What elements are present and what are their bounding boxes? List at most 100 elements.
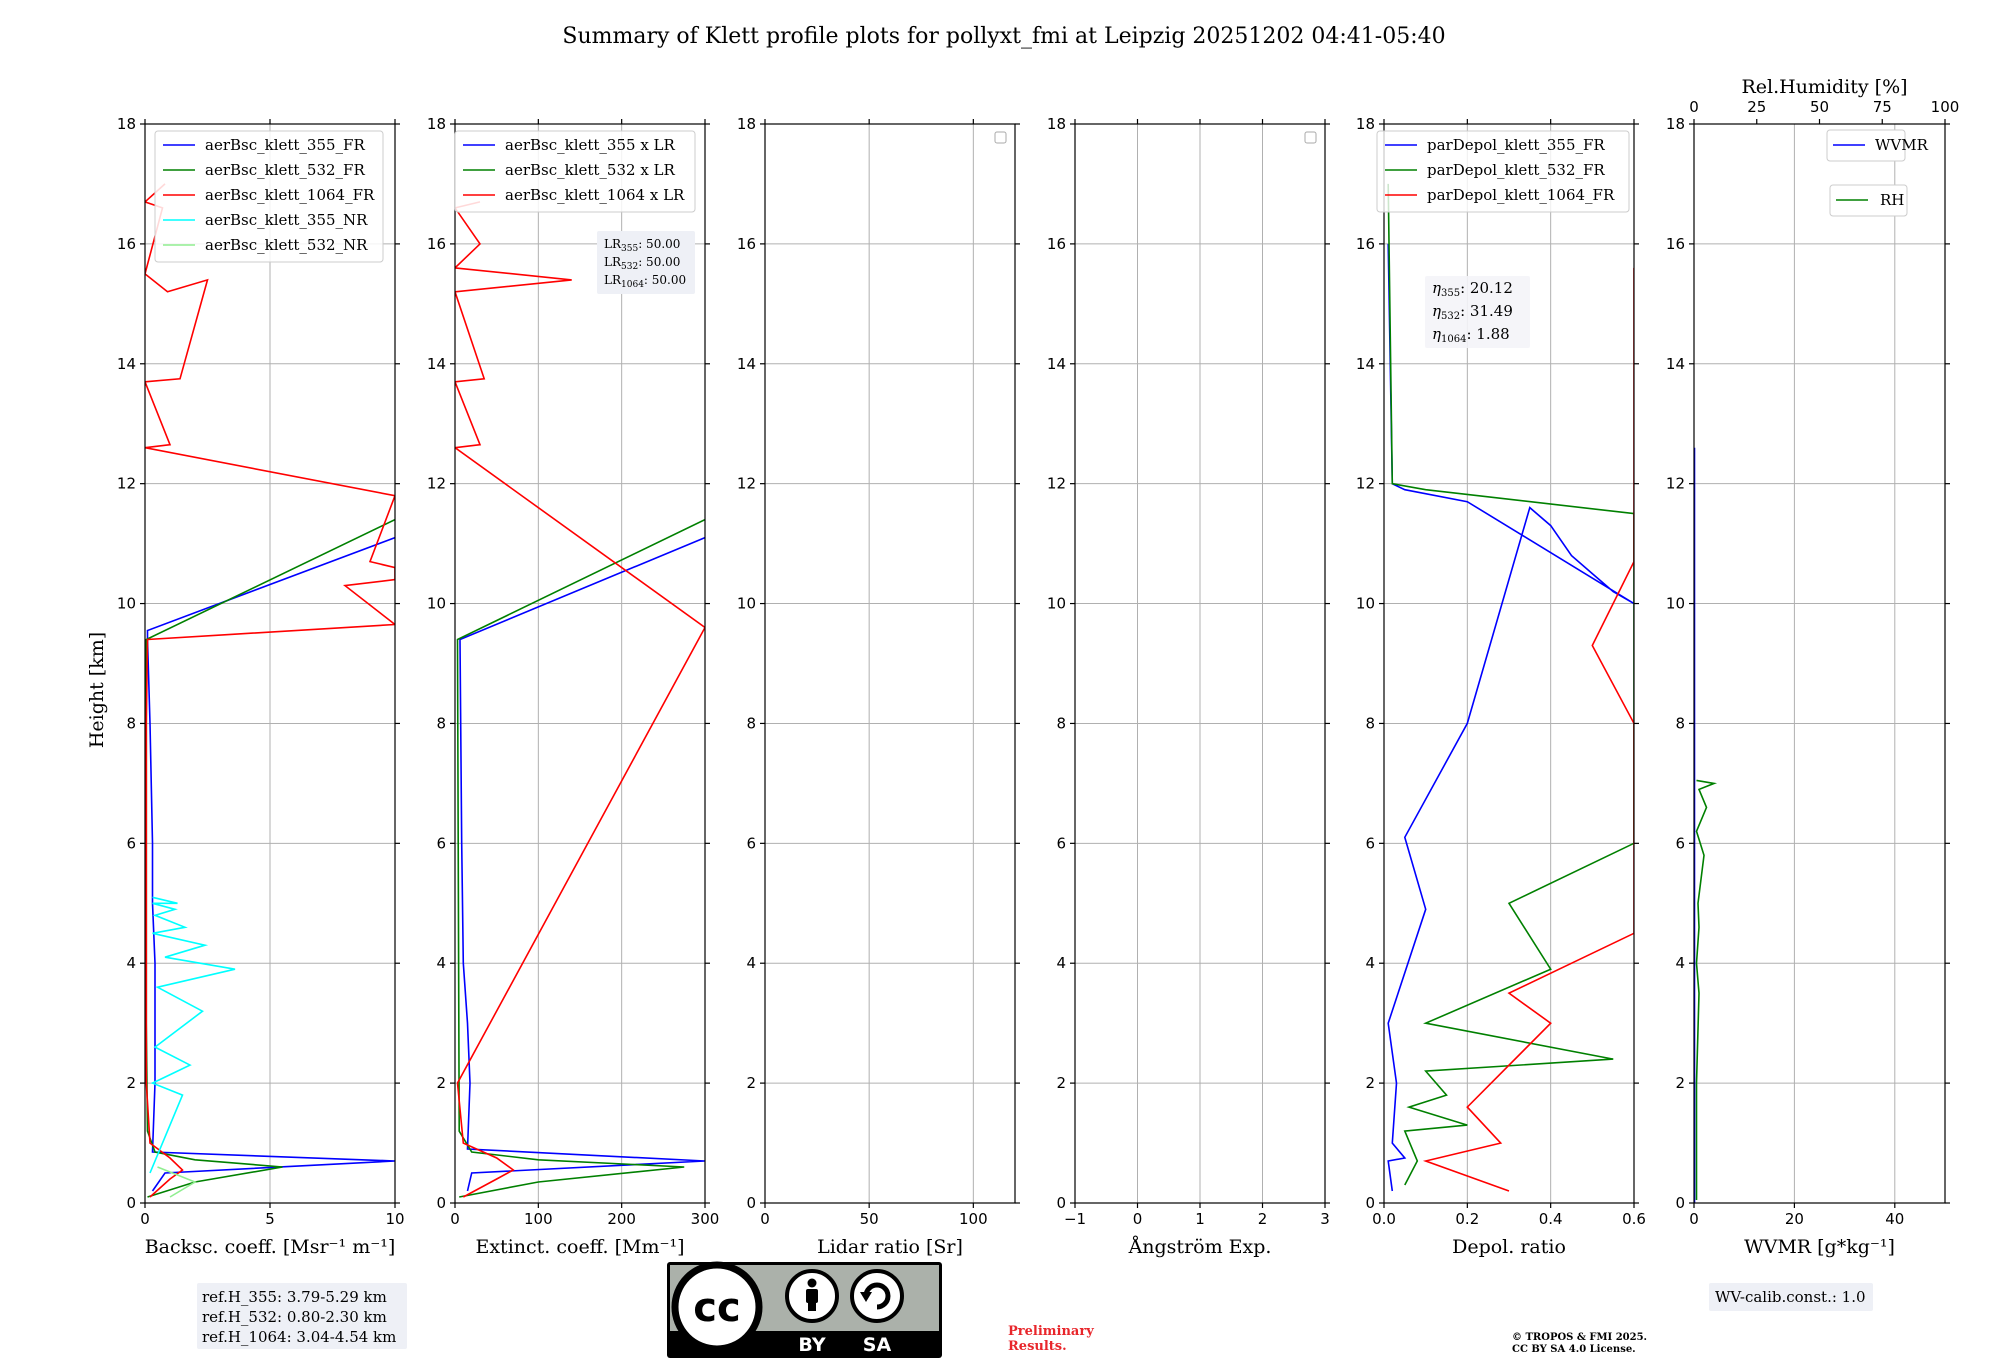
y-tick-label: 14 [1047, 355, 1066, 373]
y-tick-label: 10 [1356, 595, 1375, 613]
x-tick-label: 3 [1320, 1210, 1330, 1228]
y-tick-label: 4 [1056, 954, 1066, 972]
y-tick-label: 8 [1675, 714, 1685, 732]
legend-label: RH [1880, 191, 1904, 209]
panel-5: 0 2 4 6 8 10 12 14 16 18 0.0 0.2 0.4 0.6 Depol. ratio [1356, 115, 1646, 1258]
y-tick-label: 14 [1356, 355, 1375, 373]
series-pardepol-klett-532-fr [1387, 183, 1634, 1186]
y-tick-label: 14 [737, 355, 756, 373]
y-tick-label: 6 [126, 834, 136, 852]
y-tick-label: 2 [1675, 1074, 1685, 1092]
lidar-ratio-box: LR355: 50.00 LR532: 50.00 LR1064: 50.00 [597, 231, 695, 294]
series-aerbsc-klett-355-fr [146, 536, 395, 1192]
panel-2: 0 2 4 6 8 10 12 14 16 18 0 100 200 300 Extinct. coeff.… [427, 115, 719, 1258]
y-tick-label: 16 [1047, 235, 1066, 253]
y-tick-label: 16 [117, 235, 136, 253]
top-x-tick-label: 75 [1873, 98, 1892, 116]
x-tick-label: −1 [1064, 1210, 1086, 1228]
legend-label: aerBsc_klett_1064_FR [205, 186, 375, 204]
y-tick-label: 10 [737, 595, 756, 613]
y-tick-label: 12 [737, 475, 756, 493]
sa-share-alike-icon [850, 1269, 904, 1323]
legend-wv: WVMR RH [1826, 129, 1929, 217]
y-tick-label: 2 [746, 1074, 756, 1092]
x-axis-label: WVMR [g*kg⁻¹] [1744, 1236, 1895, 1258]
top-x-tick-label: 25 [1747, 98, 1766, 116]
y-tick-label: 12 [1666, 475, 1685, 493]
y-tick-label: 6 [436, 834, 446, 852]
y-tick-label: 0 [126, 1194, 136, 1212]
ref-h-532: ref.H_532: 0.80-2.30 km [202, 1308, 387, 1326]
series-aerbsc-klett-532-x-lr [456, 518, 705, 1198]
ref-h-355: ref.H_355: 3.79-5.29 km [202, 1288, 387, 1306]
legend-label: aerBsc_klett_355_FR [205, 136, 365, 154]
y-tick-label: 4 [1675, 954, 1685, 972]
empty-legend-angstrom [1304, 131, 1317, 144]
y-axis-label: Height [km] [86, 632, 108, 748]
copyright-line2: CC BY SA 4.0 License. [1512, 1344, 1636, 1355]
lr-1064: LR1064: 50.00 [604, 273, 686, 290]
top-x-tick-label: 0 [1689, 98, 1699, 116]
x-tick-label: 0 [1689, 1210, 1699, 1228]
empty-legend-lidar-ratio [994, 131, 1007, 144]
series-rh [1695, 779, 1718, 1200]
y-tick-label: 10 [427, 595, 446, 613]
series-aerbsc-klett-1064-x-lr [455, 201, 705, 1198]
eta-532: η532: 31.49 [1432, 302, 1513, 322]
y-tick-label: 2 [1056, 1074, 1066, 1092]
legend-label: parDepol_klett_355_FR [1427, 136, 1605, 154]
x-tick-label: 300 [691, 1210, 720, 1228]
wv-calib-text: WV-calib.const.: 1.0 [1715, 1288, 1866, 1306]
y-tick-label: 0 [1365, 1194, 1375, 1212]
y-tick-label: 8 [126, 714, 136, 732]
series-pardepol-klett-1064-fr [1422, 267, 1634, 1192]
axes-frame [454, 123, 706, 1204]
legend-label: parDepol_klett_1064_FR [1427, 186, 1615, 204]
panel-3: 0 2 4 6 8 10 12 14 16 18 0 50 100 Lidar ratio [Sr] [737, 115, 1020, 1258]
x-tick-label: 1 [1195, 1210, 1205, 1228]
series-aerbsc-klett-355-nr [149, 896, 236, 1174]
y-tick-label: 14 [427, 355, 446, 373]
top-x-tick-label: 100 [1931, 98, 1960, 116]
legend-label: aerBsc_klett_355_NR [205, 211, 368, 229]
y-tick-label: 18 [1666, 115, 1685, 133]
x-tick-label: 0 [450, 1210, 460, 1228]
series-aerbsc-klett-532-fr [145, 518, 395, 1198]
axes-frame [1693, 123, 1946, 1204]
x-tick-label: 20 [1785, 1210, 1804, 1228]
y-tick-label: 12 [1047, 475, 1066, 493]
x-axis-label: Extinct. coeff. [Mm⁻¹] [475, 1236, 684, 1258]
y-tick-label: 16 [427, 235, 446, 253]
legend-label: aerBsc_klett_532_FR [205, 161, 365, 179]
y-tick-label: 18 [117, 115, 136, 133]
x-tick-label: 0 [140, 1210, 150, 1228]
x-tick-label: 10 [385, 1210, 404, 1228]
y-tick-label: 14 [1666, 355, 1685, 373]
legend-backscatter: aerBsc_klett_355_FR aerBsc_klett_532_FR … [154, 130, 384, 263]
y-tick-label: 10 [1666, 595, 1685, 613]
x-tick-label: 2 [1258, 1210, 1268, 1228]
x-tick-label: 40 [1885, 1210, 1904, 1228]
legend-label: parDepol_klett_532_FR [1427, 161, 1605, 179]
x-tick-label: 50 [860, 1210, 879, 1228]
y-tick-label: 4 [1365, 954, 1375, 972]
y-tick-label: 14 [117, 355, 136, 373]
series-aerbsc-klett-355-x-lr [459, 536, 705, 1192]
y-tick-label: 4 [126, 954, 136, 972]
axes-frame [764, 123, 1016, 1204]
y-tick-label: 8 [1056, 714, 1066, 732]
legend-extinction: aerBsc_klett_355 x LR aerBsc_klett_532 x… [454, 130, 696, 213]
eta-box: η355: 20.12 η532: 31.49 η1064: 1.88 [1425, 276, 1530, 348]
cc-logo-text: cc [693, 1285, 740, 1331]
y-tick-label: 0 [1675, 1194, 1685, 1212]
top-x-tick-label: 50 [1810, 98, 1829, 116]
eta-1064: η1064: 1.88 [1432, 325, 1510, 345]
y-tick-label: 6 [1365, 834, 1375, 852]
y-tick-label: 10 [117, 595, 136, 613]
cc-logo-icon [671, 1261, 763, 1353]
y-tick-label: 6 [1056, 834, 1066, 852]
y-tick-label: 4 [746, 954, 756, 972]
x-tick-label: 0.4 [1539, 1210, 1563, 1228]
